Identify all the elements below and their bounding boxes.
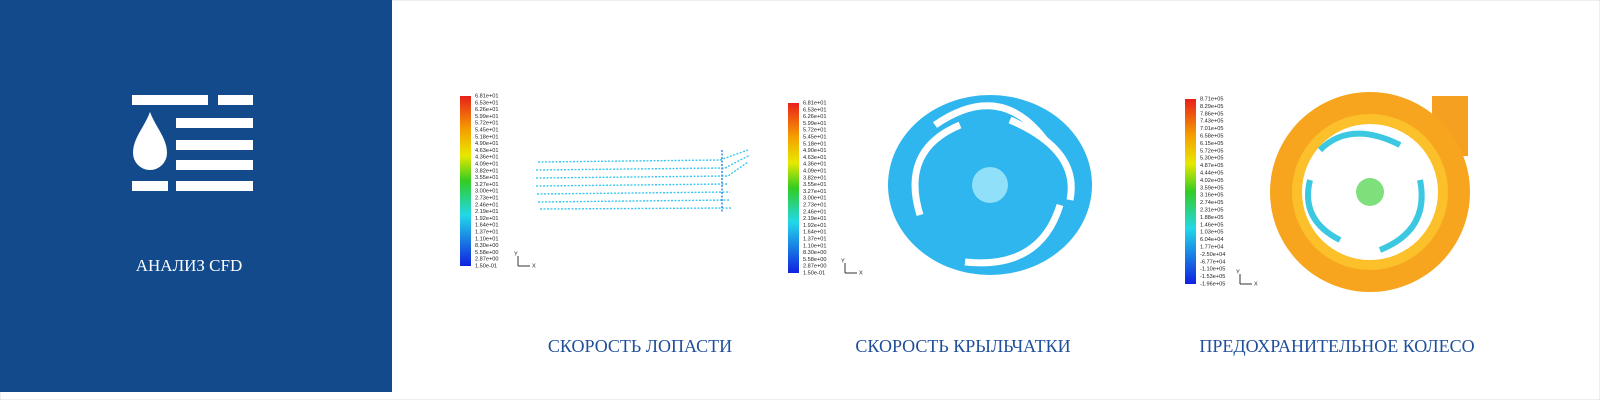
- sidebar-title: АНАЛИЗ CFD: [136, 256, 242, 275]
- legend-label: 1.03e+05: [1200, 230, 1224, 236]
- legend-label: 1.92e+01: [803, 223, 827, 229]
- legend-label: 7.86e+05: [1200, 111, 1224, 117]
- legend-label: 5.58e+00: [803, 257, 827, 263]
- legend-label: 1.50e-01: [803, 270, 825, 276]
- axis-label: X: [859, 270, 863, 276]
- legend-label: 7.43e+05: [1200, 119, 1224, 125]
- legend-label: 5.72e+01: [803, 128, 827, 134]
- panel-caption: СКОРОСТЬ КРЫЛЬЧАТКИ: [855, 336, 1070, 356]
- legend-label: -1.10e+05: [1200, 267, 1225, 273]
- legend-label: 3.00e+01: [475, 189, 499, 195]
- legend-label: 5.99e+01: [475, 114, 499, 120]
- legend-label: 5.45e+01: [803, 134, 827, 140]
- legend-label: 2.74e+05: [1200, 200, 1224, 206]
- legend-label: 1.64e+01: [475, 223, 499, 229]
- legend-label: 4.90e+01: [475, 141, 499, 147]
- legend-label: 3.55e+01: [803, 182, 827, 188]
- legend-label: 1.10e+01: [803, 243, 827, 249]
- legend-label: 3.27e+01: [803, 189, 827, 195]
- legend-label: 2.19e+01: [803, 216, 827, 222]
- legend-label: 7.01e+05: [1200, 126, 1224, 132]
- legend-label: 4.44e+05: [1200, 170, 1224, 176]
- legend-label: 5.99e+01: [803, 121, 827, 127]
- legend-label: 2.73e+01: [475, 195, 499, 201]
- legend-label: 4.09e+01: [475, 161, 499, 167]
- cfd-icon: [132, 95, 253, 191]
- legend-label: 4.36e+01: [803, 162, 827, 168]
- legend-label: 1.92e+01: [475, 216, 499, 222]
- legend-label: 2.31e+05: [1200, 207, 1224, 213]
- panel-caption: ПРЕДОХРАНИТЕЛЬНОЕ КОЛЕСО: [1199, 336, 1474, 356]
- legend-label: 5.18e+01: [475, 134, 499, 140]
- legend-label: 2.19e+01: [475, 209, 499, 215]
- legend-label: 2.87e+00: [803, 264, 827, 270]
- legend-label: 5.72e+01: [475, 121, 499, 127]
- legend-label: 4.63e+01: [475, 148, 499, 154]
- legend-label: 1.37e+01: [475, 229, 499, 235]
- legend-label: 5.45e+01: [475, 127, 499, 133]
- legend-label: 5.58e+00: [475, 250, 499, 256]
- legend-label: 8.29e+05: [1200, 104, 1224, 110]
- legend-label: -1.53e+05: [1200, 274, 1225, 280]
- legend-label: 1.37e+01: [803, 236, 827, 242]
- legend-label: 5.18e+01: [803, 141, 827, 147]
- axis-label: Y: [841, 258, 845, 264]
- color-bar: [788, 103, 799, 273]
- legend-label: 1.64e+01: [803, 230, 827, 236]
- legend-label: 8.30e+00: [475, 243, 499, 249]
- axis-label: X: [532, 263, 536, 269]
- legend-label: 6.26e+01: [475, 107, 499, 113]
- legend-label: 3.59e+05: [1200, 185, 1224, 191]
- legend-label: 6.53e+01: [475, 100, 499, 106]
- axis-label: Y: [514, 251, 518, 257]
- legend-label: 3.82e+01: [475, 168, 499, 174]
- axis-label: X: [1254, 281, 1258, 287]
- legend-label: -1.96e+05: [1200, 281, 1225, 287]
- color-bar: [460, 96, 471, 266]
- legend-label: 1.77e+04: [1200, 244, 1224, 250]
- legend-label: 4.09e+01: [803, 168, 827, 174]
- legend-label: 5.72e+05: [1200, 148, 1224, 154]
- legend-label: 2.46e+01: [803, 209, 827, 215]
- legend-label: 4.36e+01: [475, 155, 499, 161]
- legend-label: 2.46e+01: [475, 202, 499, 208]
- legend-label: 2.73e+01: [803, 202, 827, 208]
- legend-label: 6.81e+01: [475, 93, 499, 99]
- panel-caption: СКОРОСТЬ ЛОПАСТИ: [548, 336, 732, 356]
- legend-label: 3.55e+01: [475, 175, 499, 181]
- legend-label: 6.53e+01: [803, 107, 827, 113]
- legend-label: 8.71e+05: [1200, 96, 1224, 102]
- volute-image: [1270, 92, 1470, 292]
- legend-label: 1.88e+05: [1200, 215, 1224, 221]
- legend-label: 6.81e+01: [803, 100, 827, 106]
- legend-label: 2.87e+00: [475, 257, 499, 263]
- legend-label: 4.90e+01: [803, 148, 827, 154]
- legend-label: 6.15e+05: [1200, 141, 1224, 147]
- legend-label: 5.30e+05: [1200, 156, 1224, 162]
- legend-label: -2.50e+04: [1200, 252, 1225, 258]
- legend-label: 3.27e+01: [475, 182, 499, 188]
- legend-label: 1.50e-01: [475, 263, 497, 269]
- legend-label: 3.82e+01: [803, 175, 827, 181]
- legend-label: 3.16e+05: [1200, 193, 1224, 199]
- legend-label: 4.63e+01: [803, 155, 827, 161]
- legend-label: 3.00e+01: [803, 196, 827, 202]
- legend-label: 1.10e+01: [475, 236, 499, 242]
- legend-label: 6.58e+05: [1200, 133, 1224, 139]
- legend-label: 4.02e+05: [1200, 178, 1224, 184]
- legend-label: 1.46e+05: [1200, 222, 1224, 228]
- legend-label: -6.77e+04: [1200, 259, 1225, 265]
- legend-label: 8.30e+00: [803, 250, 827, 256]
- blade-flow-image: [535, 149, 751, 212]
- impeller-flow-image: [888, 95, 1092, 275]
- sidebar: [0, 0, 392, 392]
- axis-label: Y: [1236, 269, 1240, 275]
- legend-label: 6.26e+01: [803, 114, 827, 120]
- legend-label: 6.04e+04: [1200, 237, 1224, 243]
- color-bar: [1185, 99, 1196, 284]
- legend-label: 4.87e+05: [1200, 163, 1224, 169]
